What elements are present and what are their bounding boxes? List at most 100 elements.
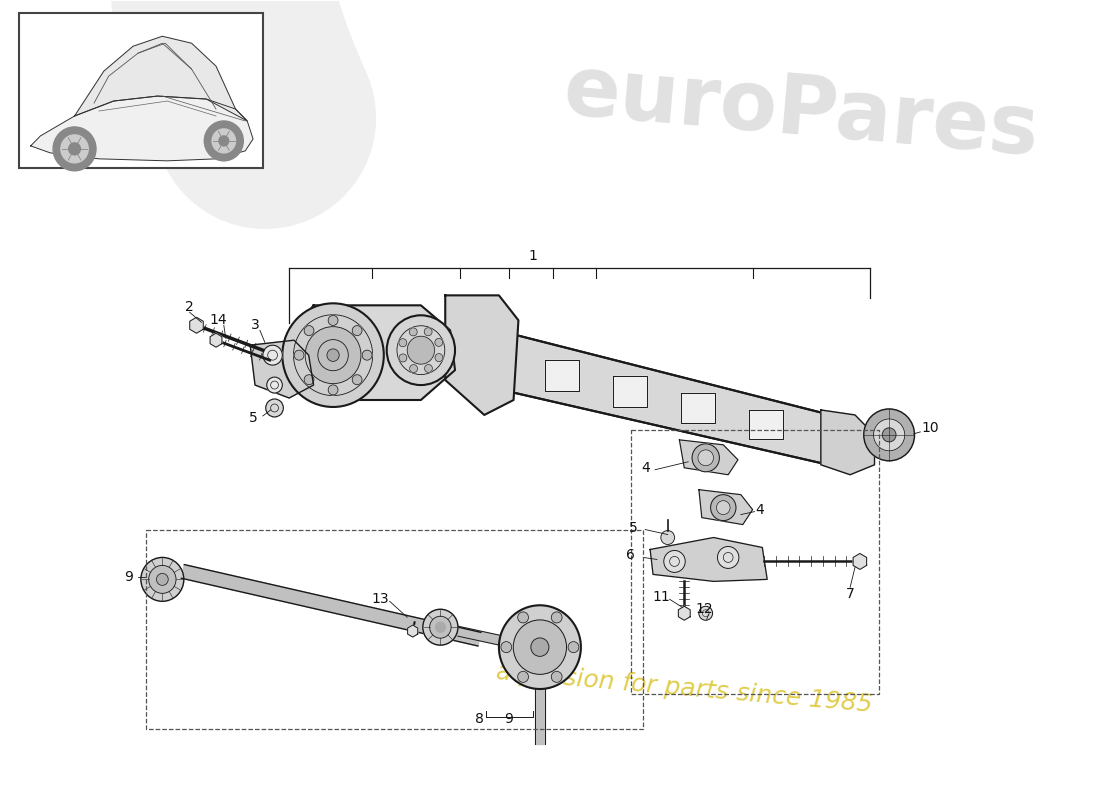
Text: 11: 11 <box>652 590 670 604</box>
Circle shape <box>68 143 80 155</box>
Polygon shape <box>294 306 455 400</box>
Circle shape <box>305 326 361 384</box>
Circle shape <box>352 326 362 335</box>
Circle shape <box>436 622 446 632</box>
Polygon shape <box>650 538 767 582</box>
Polygon shape <box>698 490 752 525</box>
Circle shape <box>328 315 338 326</box>
Polygon shape <box>749 410 783 439</box>
Circle shape <box>882 428 896 442</box>
Circle shape <box>663 550 685 572</box>
Polygon shape <box>250 340 314 398</box>
Circle shape <box>409 328 417 336</box>
Text: a passion for parts since 1985: a passion for parts since 1985 <box>495 661 873 718</box>
Polygon shape <box>535 689 544 744</box>
Circle shape <box>434 354 443 362</box>
Polygon shape <box>75 36 248 121</box>
Circle shape <box>661 530 674 545</box>
Circle shape <box>430 616 451 638</box>
Circle shape <box>518 612 528 623</box>
Circle shape <box>327 349 339 362</box>
Polygon shape <box>182 565 481 646</box>
Circle shape <box>422 610 458 645</box>
Circle shape <box>514 620 566 674</box>
Text: 9: 9 <box>124 570 133 584</box>
Circle shape <box>148 566 176 594</box>
Circle shape <box>141 558 184 602</box>
Circle shape <box>697 450 714 466</box>
Circle shape <box>425 365 432 373</box>
Polygon shape <box>408 625 418 637</box>
Circle shape <box>711 494 736 521</box>
Text: euroPares: euroPares <box>560 50 1043 172</box>
Text: 1: 1 <box>529 250 538 263</box>
Circle shape <box>551 671 562 682</box>
Circle shape <box>409 365 418 373</box>
Circle shape <box>873 419 904 451</box>
Polygon shape <box>680 440 738 474</box>
Circle shape <box>156 574 168 586</box>
Text: 6: 6 <box>626 549 635 562</box>
Polygon shape <box>821 410 875 474</box>
Text: 2: 2 <box>185 300 194 314</box>
Polygon shape <box>613 377 647 407</box>
Circle shape <box>500 642 512 653</box>
Circle shape <box>692 444 719 472</box>
Polygon shape <box>450 318 850 470</box>
Text: 4: 4 <box>641 461 650 474</box>
Circle shape <box>212 129 235 153</box>
Circle shape <box>551 612 562 623</box>
Circle shape <box>305 374 314 385</box>
Circle shape <box>499 606 581 689</box>
Polygon shape <box>189 318 204 334</box>
Text: 9: 9 <box>504 712 513 726</box>
Bar <box>146 530 644 729</box>
Circle shape <box>698 606 713 620</box>
Circle shape <box>266 399 284 417</box>
Circle shape <box>305 326 314 335</box>
Polygon shape <box>854 554 867 570</box>
Circle shape <box>568 642 579 653</box>
Polygon shape <box>458 626 508 647</box>
Text: 14: 14 <box>209 314 227 327</box>
Bar <box>19 14 263 168</box>
Circle shape <box>399 354 407 362</box>
Circle shape <box>53 127 96 170</box>
Text: 8: 8 <box>475 712 484 726</box>
Text: 10: 10 <box>922 421 939 435</box>
Text: 3: 3 <box>251 318 260 332</box>
Circle shape <box>716 501 730 514</box>
Polygon shape <box>446 295 518 415</box>
Circle shape <box>205 121 243 161</box>
Circle shape <box>263 345 283 365</box>
Circle shape <box>407 336 434 364</box>
Circle shape <box>518 671 528 682</box>
Polygon shape <box>546 359 580 391</box>
Circle shape <box>434 338 442 346</box>
Circle shape <box>717 546 739 569</box>
Bar <box>630 430 879 694</box>
Circle shape <box>387 315 455 385</box>
Text: 5: 5 <box>249 411 257 425</box>
Circle shape <box>266 377 283 393</box>
Text: 13: 13 <box>371 592 388 606</box>
Circle shape <box>352 374 362 385</box>
Text: 5: 5 <box>629 521 638 534</box>
Circle shape <box>283 303 384 407</box>
Polygon shape <box>31 96 253 161</box>
Text: 7: 7 <box>846 587 855 602</box>
Circle shape <box>294 350 304 360</box>
Circle shape <box>362 350 372 360</box>
Polygon shape <box>681 394 715 423</box>
Circle shape <box>864 409 914 461</box>
Circle shape <box>219 136 229 146</box>
Circle shape <box>399 338 407 346</box>
Circle shape <box>328 385 338 395</box>
Text: 4: 4 <box>755 502 763 517</box>
Circle shape <box>425 328 432 336</box>
Polygon shape <box>679 606 690 620</box>
Circle shape <box>531 638 549 656</box>
Polygon shape <box>210 334 222 347</box>
Text: 12: 12 <box>695 602 713 616</box>
Circle shape <box>60 135 88 163</box>
